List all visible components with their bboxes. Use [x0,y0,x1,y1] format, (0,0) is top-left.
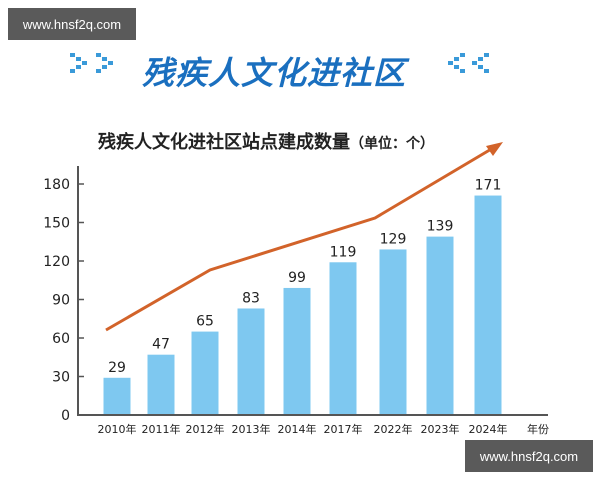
bar-value-label: 129 [380,231,407,247]
bar-value-label: 139 [427,219,454,235]
x-axis-title: 年份 [527,422,549,436]
chart-title: 残疾人文化进社区站点建成数量（单位：个） [98,128,434,154]
x-tick-label: 2024年 [469,422,508,436]
bar [474,195,502,415]
banner-title: 残疾人文化进社区 [142,54,407,92]
bar [103,377,131,415]
double-chevron-right-icon [70,53,113,73]
y-tick-label: 120 [43,254,70,270]
bar [191,331,219,415]
x-tick-label: 2012年 [186,422,225,436]
double-chevron-left-icon [448,53,489,73]
watermark-top: www.hnsf2q.com [8,8,136,40]
y-tick-label: 90 [52,293,70,309]
bar [426,236,454,415]
y-axis-ticks: 0 30 60 90 120 150 180 [43,177,84,424]
data-labels: 29 47 65 83 99 119 129 139 171 [108,178,501,376]
trend-arrow-head-icon [486,142,503,156]
bar-value-label: 171 [475,178,502,194]
bar-value-label: 65 [196,314,214,330]
bar-value-label: 29 [108,360,126,376]
x-tick-label: 2017年 [324,422,363,436]
trend-line [105,146,494,332]
x-tick-label: 2014年 [278,422,317,436]
banner-decor [70,53,489,73]
bar [237,308,265,415]
chart-title-main: 残疾人文化进社区站点建成数量 [98,132,350,153]
bar [147,354,175,415]
y-tick-label: 30 [52,370,70,386]
y-tick-label: 150 [43,216,70,232]
x-tick-label: 2023年 [421,422,460,436]
bar [283,287,311,415]
y-tick-label: 0 [61,408,70,424]
watermark-bottom: www.hnsf2q.com [465,440,593,472]
x-tick-label: 2011年 [142,422,181,436]
bar-value-label: 119 [330,244,357,260]
x-tick-label: 2022年 [374,422,413,436]
y-tick-label: 180 [43,177,70,193]
bar-value-label: 47 [152,337,170,353]
x-axis-labels: 2010年 2011年 2012年 2013年 2014年 2017年 2022年 2023年… [98,422,508,436]
bar-value-label: 99 [288,270,306,286]
bar [329,262,357,415]
bars [103,195,502,415]
x-tick-label: 2010年 [98,422,137,436]
y-tick-label: 60 [52,331,70,347]
bar [379,249,407,415]
x-tick-label: 2013年 [232,422,271,436]
chart-title-unit: （单位：个） [350,136,434,152]
banner [0,44,600,96]
bar-value-label: 83 [242,290,260,306]
